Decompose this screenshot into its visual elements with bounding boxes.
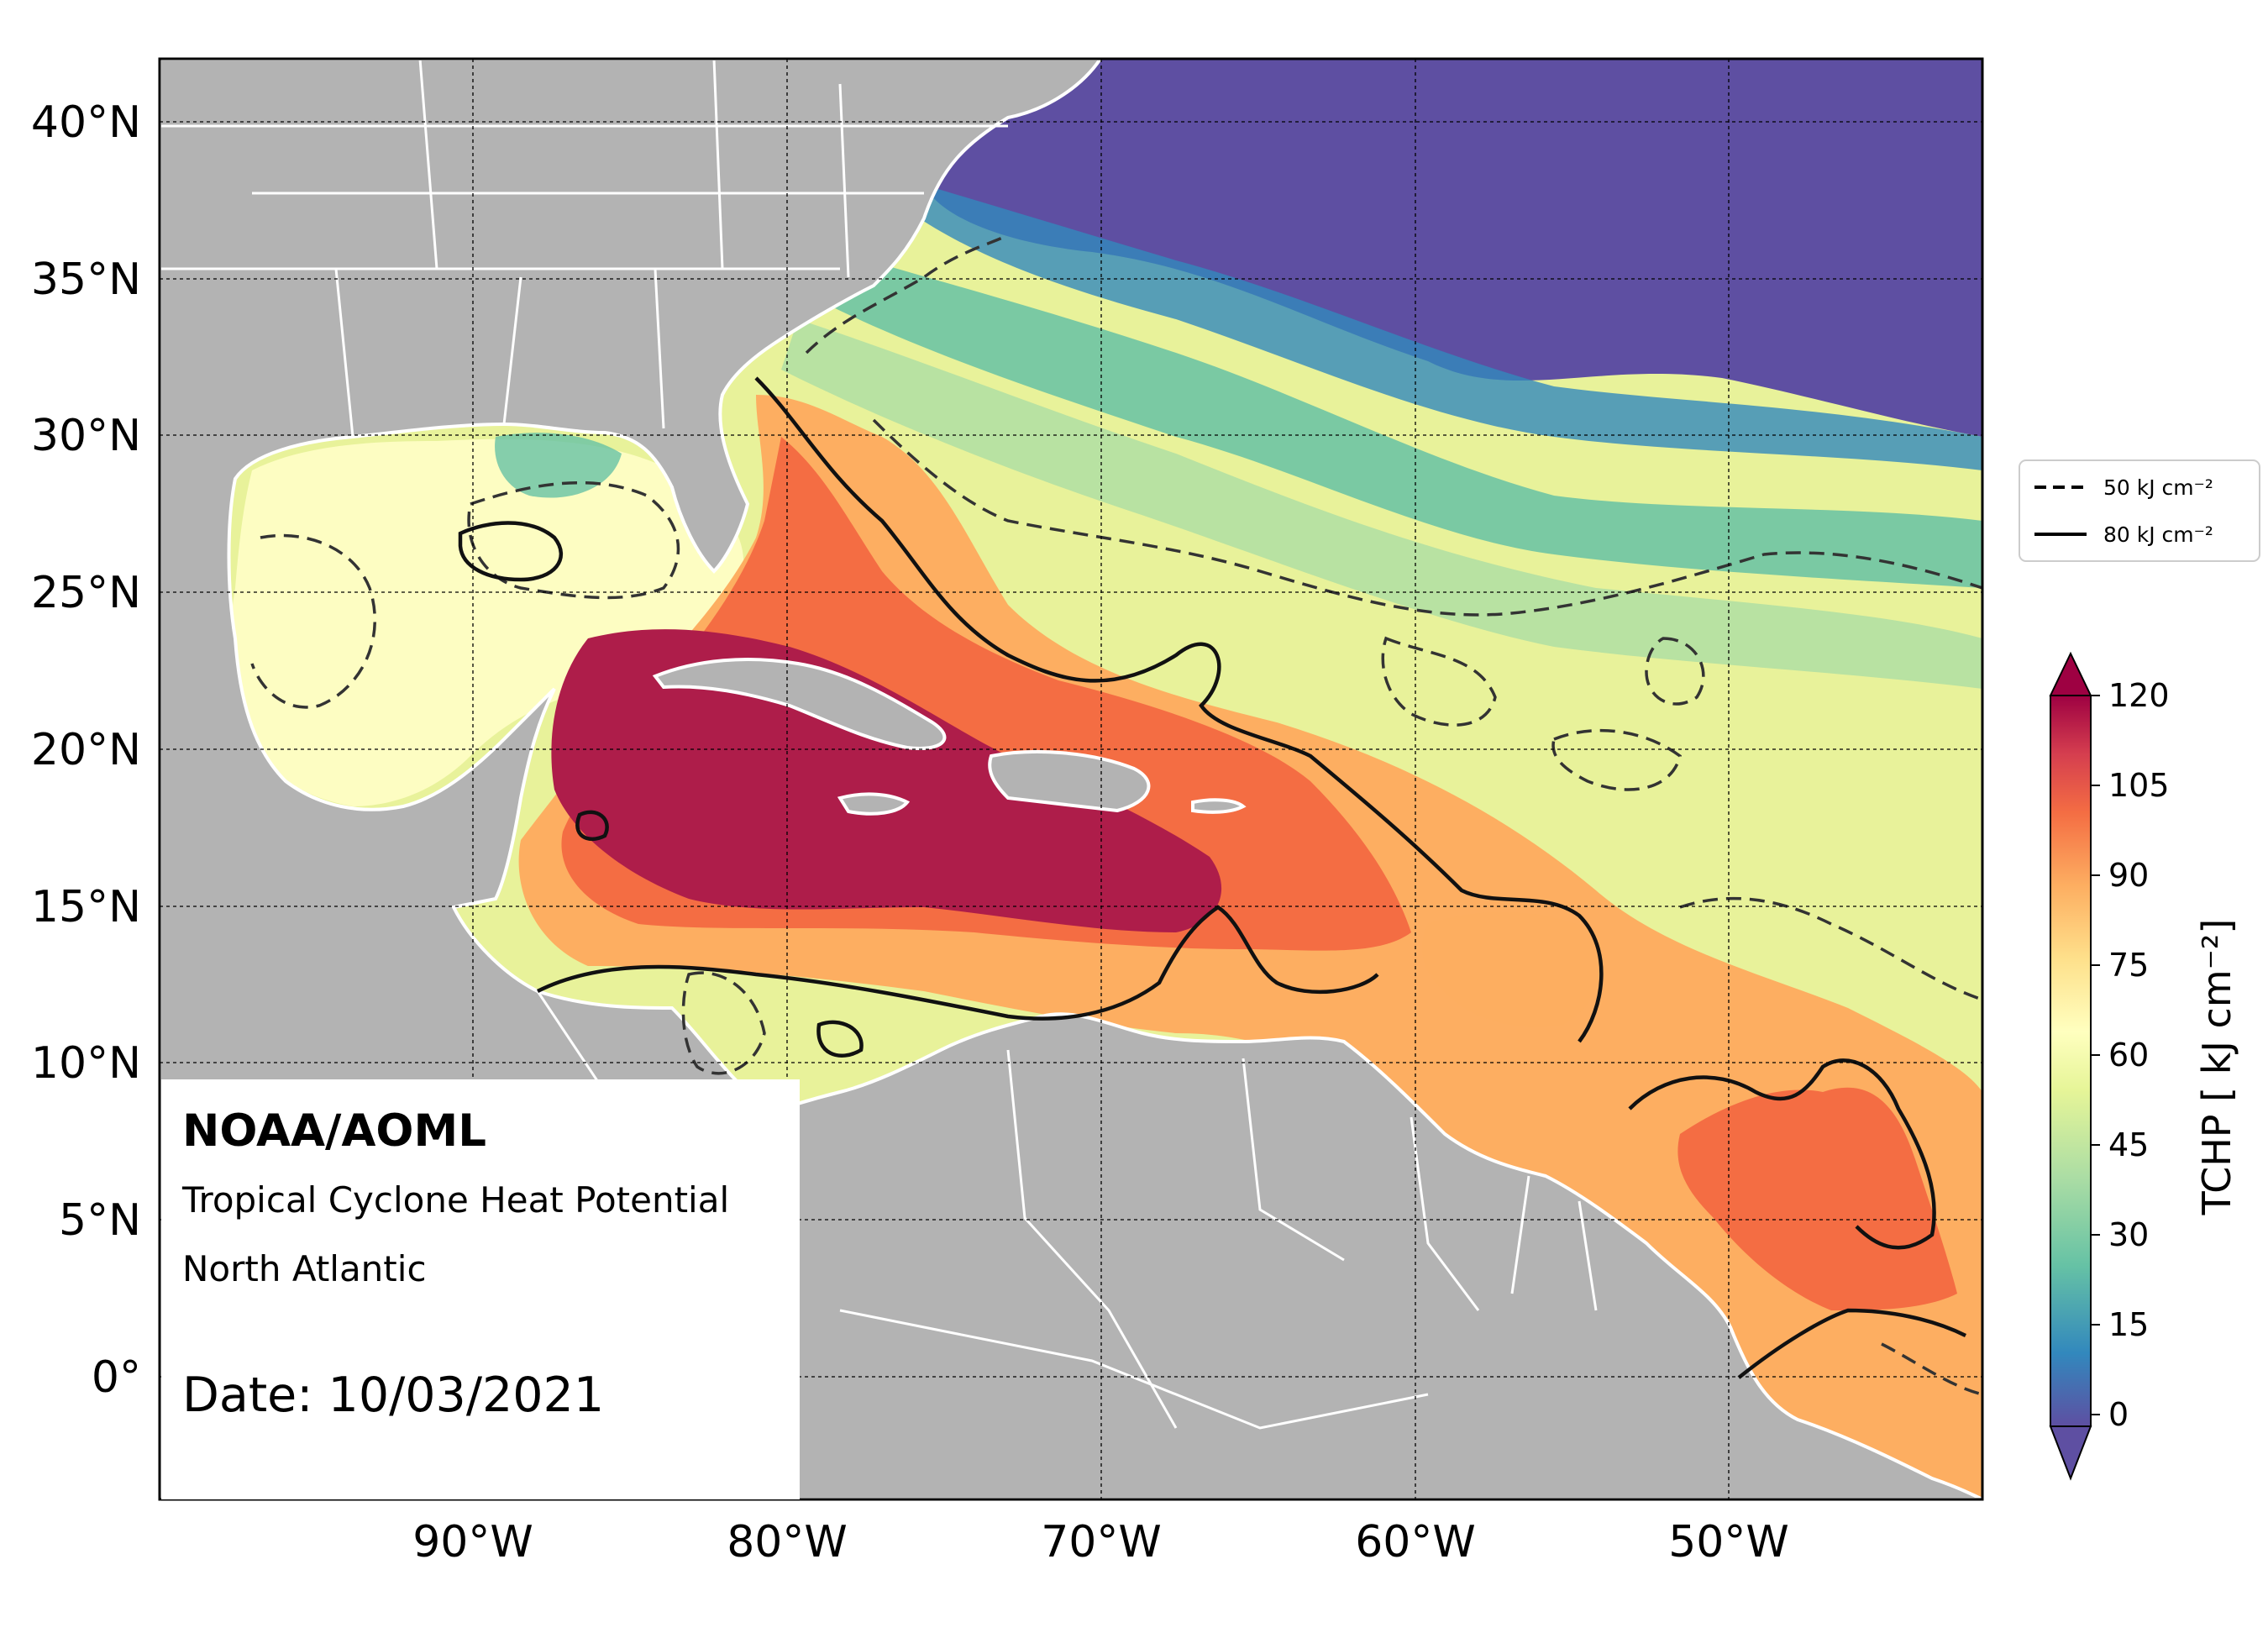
teal-water-band <box>823 252 1982 588</box>
land-south-america <box>754 1012 1982 1499</box>
colorbar-tick-label: 0 <box>2108 1396 2129 1433</box>
colorbar-tick-label: 120 <box>2108 677 2170 714</box>
lat-tick-label: 0° <box>92 1352 141 1403</box>
organization-label: NOAA/AOML <box>182 1105 486 1157</box>
contours-80 <box>458 376 1967 1379</box>
contours-50 <box>250 234 1982 1396</box>
lat-tick-label: 30°N <box>31 411 141 461</box>
land-hispaniola <box>988 750 1151 813</box>
lat-axis-labels: 40°N 35°N 30°N 25°N 20°N 15°N 10°N 5°N 0… <box>31 97 141 1403</box>
colorbar-tick-label: 30 <box>2108 1216 2149 1253</box>
cold-water-north <box>924 59 1982 437</box>
gulf-of-mexico-water <box>229 438 744 806</box>
land-cuba <box>652 658 947 750</box>
info-box <box>161 1079 800 1499</box>
lat-tick-label: 20°N <box>31 725 141 775</box>
colorbar-bottom-extend <box>2049 1425 2092 1481</box>
date-label: Date: 10/03/2021 <box>182 1368 605 1423</box>
legend-label-50: 50 kJ cm⁻² <box>2103 475 2213 500</box>
legend-label-80: 80 kJ cm⁻² <box>2103 522 2213 547</box>
colorbar-tick-label: 45 <box>2108 1126 2149 1163</box>
lon-tick-label: 50°W <box>1668 1517 1789 1567</box>
lat-tick-label: 25°N <box>31 568 141 618</box>
colorbar-tick-label: 75 <box>2108 947 2149 984</box>
country-borders <box>160 59 1598 1430</box>
colorbar-title: TCHP [ kJ cm⁻²] <box>2194 919 2239 1216</box>
eastern-atlantic-warm <box>1677 1087 1957 1310</box>
lat-tick-label: 10°N <box>31 1038 141 1089</box>
lat-tick-label: 35°N <box>31 255 141 305</box>
colorbar-tick-label: 60 <box>2108 1037 2149 1074</box>
lat-tick-label: 5°N <box>59 1195 141 1246</box>
lon-tick-label: 70°W <box>1041 1517 1162 1567</box>
warm-region-crimson <box>551 629 1222 932</box>
lon-axis-labels: 90°W 80°W 70°W 60°W 50°W <box>412 1517 1789 1567</box>
map-frame <box>158 57 1984 1501</box>
green-water-band <box>781 319 1982 689</box>
colorbar: 120 105 90 75 60 45 30 15 0 TCHP [ kJ cm… <box>2049 651 2239 1481</box>
product-label: Tropical Cyclone Heat Potential <box>182 1179 730 1221</box>
colorbar-gradient <box>2050 695 2092 1427</box>
land-puerto-rico <box>1191 798 1247 814</box>
colorbar-tick-label: 15 <box>2108 1306 2149 1343</box>
lon-tick-label: 80°W <box>727 1517 848 1567</box>
gulf-teal-patch <box>495 433 622 498</box>
lat-tick-label: 15°N <box>31 882 141 932</box>
cool-water-band <box>907 185 1982 470</box>
colorbar-top-extend <box>2049 651 2092 696</box>
colorbar-tick-label: 90 <box>2108 857 2149 894</box>
lon-tick-label: 90°W <box>412 1517 533 1567</box>
colorbar-tick-label: 105 <box>2108 767 2170 804</box>
region-label: North Atlantic <box>182 1248 427 1289</box>
lat-tick-label: 40°N <box>31 97 141 148</box>
land-jamaica <box>837 792 911 816</box>
contour-legend: 50 kJ cm⁻² 80 kJ cm⁻² <box>2019 459 2260 562</box>
lon-tick-label: 60°W <box>1355 1517 1476 1567</box>
atlantic-orange-mid <box>1422 912 1603 1027</box>
